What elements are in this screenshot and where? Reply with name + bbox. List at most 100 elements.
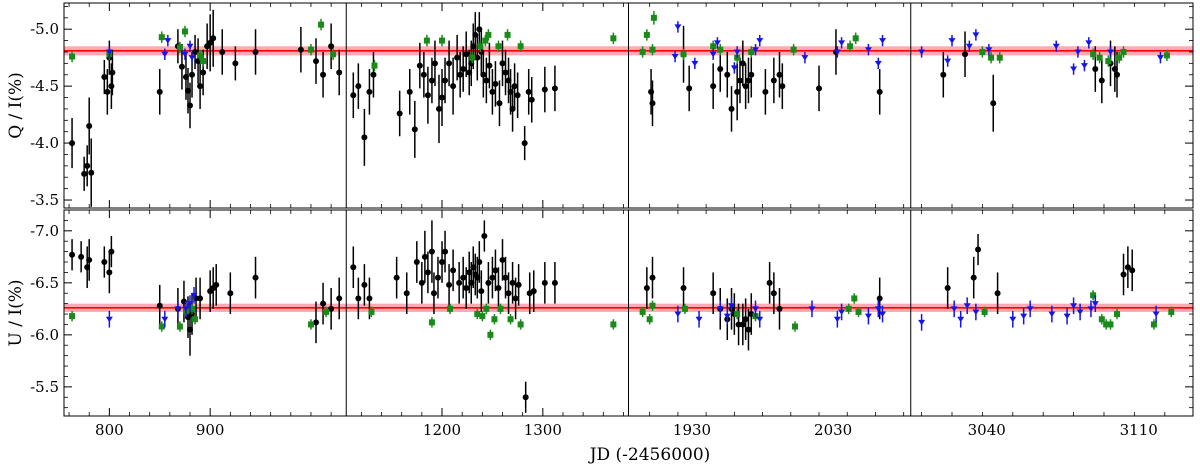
q-black-point — [474, 54, 481, 61]
q-black-point — [252, 48, 259, 55]
q-black-point — [480, 71, 487, 78]
q-black-point — [776, 71, 783, 78]
q-black-point — [734, 88, 741, 95]
q-black-point — [1098, 77, 1105, 84]
u-black-point — [680, 285, 687, 292]
u-black-point — [428, 248, 435, 255]
q-black-point — [990, 100, 997, 107]
q-black-point — [424, 92, 431, 99]
q-green-point — [469, 54, 476, 61]
q-black-point — [502, 69, 509, 76]
q-black-point — [745, 77, 752, 84]
q-black-point — [88, 169, 95, 176]
q-blue-point — [1156, 55, 1164, 61]
q-green-point — [495, 43, 502, 50]
u-blue-point — [723, 313, 731, 320]
u-blue-point — [105, 316, 113, 323]
q-black-point — [396, 110, 403, 117]
u-black-point — [78, 253, 85, 260]
u-green-point — [368, 308, 375, 315]
x-axis-label: JD (-2456000) — [588, 445, 711, 465]
u-black-point — [336, 295, 343, 302]
u-black-point — [421, 253, 428, 260]
q-blue-point — [948, 38, 956, 44]
u-green-point — [189, 305, 196, 312]
x-tick-label: 800 — [95, 421, 124, 439]
u-black-point — [106, 269, 113, 276]
u-black-point — [551, 279, 558, 286]
q-black-point — [366, 88, 373, 95]
q-black-point — [499, 60, 506, 67]
q-blue-point — [105, 49, 113, 55]
u-green-point — [487, 331, 494, 338]
q-ytick-label: -3.5 — [30, 191, 59, 209]
u-black-point — [710, 290, 717, 297]
q-green-point — [330, 51, 337, 58]
q-black-point — [541, 86, 548, 93]
u-green-point — [851, 295, 858, 302]
x-tick-label: 900 — [196, 421, 225, 439]
u-green-point — [649, 302, 656, 309]
u-black-point — [770, 290, 777, 297]
q-black-point — [189, 71, 196, 78]
u-blue-point — [1152, 311, 1160, 318]
q-blue-point — [972, 32, 980, 38]
q-green-point — [1163, 52, 1170, 59]
q-green-point — [197, 52, 204, 59]
q-blue-point — [1070, 66, 1078, 73]
u-black-point — [492, 267, 499, 274]
u-blue-point — [879, 311, 887, 318]
q-black-point — [187, 102, 194, 109]
q-black-point — [686, 85, 693, 92]
q-green-point — [1116, 54, 1123, 61]
u-blue-point — [1087, 306, 1095, 312]
q-blue-point — [691, 60, 699, 67]
q-ytick-label: -4.0 — [30, 134, 59, 152]
u-blue-point — [1020, 313, 1028, 320]
q-green-point — [847, 43, 854, 50]
q-black-point — [762, 88, 769, 95]
q-green-point — [517, 43, 524, 50]
u-black-point — [442, 248, 449, 255]
u-blue-point — [963, 303, 971, 309]
u-blue-point — [161, 316, 169, 323]
q-black-point — [411, 126, 418, 133]
q-black-point — [489, 88, 496, 95]
q-blue-point — [965, 43, 973, 50]
q-black-point — [742, 83, 749, 90]
u-green-point — [734, 311, 741, 318]
q-green-point — [852, 35, 859, 42]
q-blue-point — [801, 55, 809, 61]
u-green-point — [474, 311, 481, 318]
u-y-axis-label: U / I(%) — [6, 280, 26, 347]
q-black-point — [736, 77, 743, 84]
u-green-point — [1168, 308, 1175, 315]
q-panel: -3.5 -4.0 -4.5 -5.0 Q / I(%) — [6, 2, 1194, 209]
u-ytick-label: -7.0 — [30, 222, 59, 240]
u-black-point — [320, 300, 327, 307]
u-green-point — [1150, 321, 1157, 328]
q-black-point — [156, 88, 163, 95]
x-tick-label: 1300 — [524, 421, 562, 439]
q-black-point — [748, 71, 755, 78]
u-green-point — [491, 316, 498, 323]
u-black-point — [446, 281, 453, 288]
q-black-point — [350, 92, 357, 99]
q-black-point — [420, 71, 427, 78]
q-black-point — [724, 71, 731, 78]
q-blue-point — [709, 51, 717, 58]
u-black-point — [439, 259, 446, 266]
u-green-point — [69, 313, 76, 320]
u-blue-point — [874, 306, 882, 312]
q-green-point — [680, 51, 687, 58]
u-black-point — [522, 394, 529, 401]
q-black-point — [514, 92, 521, 99]
q-blue-point — [733, 49, 741, 55]
u-black-point — [450, 267, 457, 274]
u-black-point — [495, 285, 502, 292]
q-green-point — [639, 48, 646, 55]
q-black-point — [1114, 71, 1121, 78]
q-black-point — [463, 51, 470, 58]
u-black-point — [197, 295, 204, 302]
